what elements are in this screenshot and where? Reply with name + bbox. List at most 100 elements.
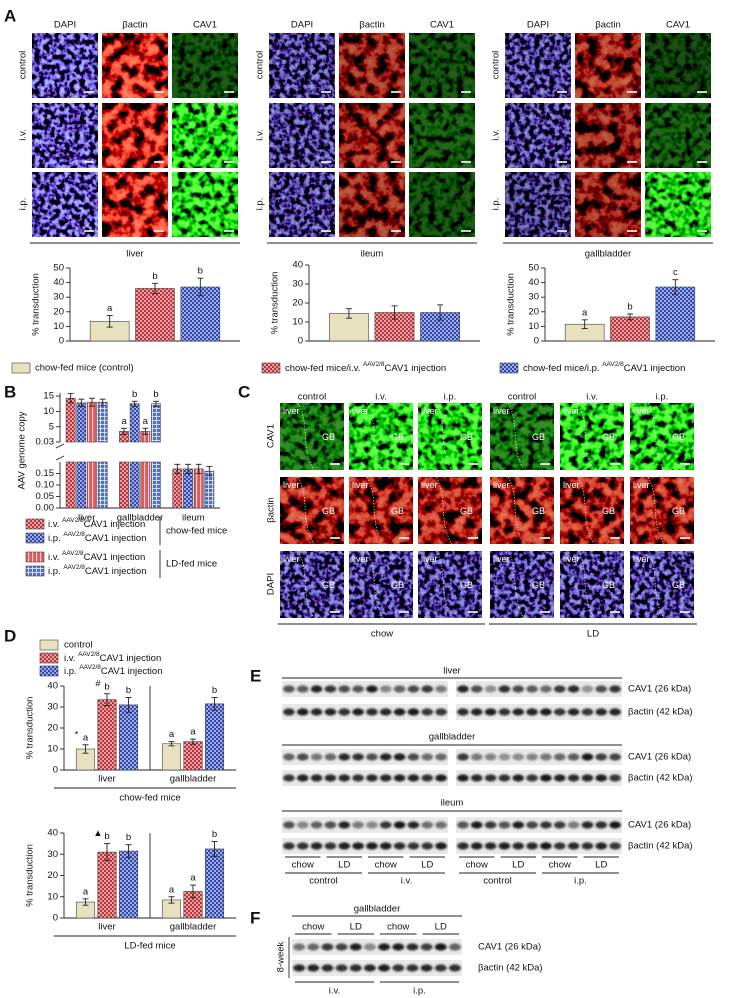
blot-band	[296, 821, 309, 829]
boundary	[507, 550, 525, 619]
blot-band	[310, 774, 323, 782]
legend-label-part: CAV1 injection	[85, 566, 147, 577]
blot-band	[349, 943, 362, 951]
blot-band	[526, 821, 538, 829]
blot-band	[526, 774, 538, 782]
blot-band	[553, 842, 566, 850]
significance-letter: a	[169, 884, 175, 895]
micrograph-signal	[339, 103, 405, 168]
blot-band	[407, 753, 420, 761]
blot-band	[484, 753, 497, 761]
y-tick-label: 0.03	[36, 437, 55, 448]
blot-band	[321, 943, 334, 951]
boundary	[366, 550, 384, 619]
y-axis-label: % transduction	[31, 273, 42, 336]
boundary	[507, 476, 525, 545]
y-tick-label: 30	[47, 702, 58, 713]
bar	[161, 743, 182, 771]
blot-band	[434, 964, 447, 972]
significance-letter: b	[212, 685, 217, 696]
tissue-label: GB	[672, 506, 685, 516]
blot-band	[338, 753, 351, 761]
micrograph-signal	[505, 172, 571, 237]
blot-band	[407, 821, 420, 829]
y-tick-label: 0	[59, 336, 64, 347]
legend-label: control	[64, 640, 93, 651]
legend-label: i.p. AAV2/8CAV1 injection	[48, 531, 146, 544]
significance-letter: a	[169, 729, 175, 740]
bar	[129, 403, 140, 443]
significance-letter: b	[153, 389, 158, 400]
significance-letter: a	[582, 307, 588, 318]
blot-band	[393, 821, 406, 829]
blot-band	[310, 821, 323, 829]
micrograph-signal	[349, 551, 413, 618]
blot-band	[609, 708, 621, 716]
treatment-label: i.v.	[329, 986, 340, 997]
bar	[140, 461, 151, 509]
blot-band	[609, 774, 621, 782]
axis-break	[55, 443, 65, 449]
micrograph-signal	[630, 403, 694, 470]
blot-band	[378, 964, 391, 972]
blot-band	[470, 821, 483, 829]
column-label: control	[508, 392, 537, 403]
channel-label: βactin	[359, 20, 385, 31]
condition-label: i.p.	[491, 198, 502, 211]
diet-label: LD	[338, 860, 350, 871]
legend-label-part: AAV2/8	[602, 361, 624, 368]
boundary	[297, 402, 315, 471]
blot-band	[595, 774, 608, 782]
blot-band	[378, 943, 391, 951]
blot-band	[567, 774, 580, 782]
blot-band	[366, 821, 378, 829]
tissue-label: GB	[532, 432, 545, 442]
blot-background	[456, 770, 622, 786]
significance-letter: b	[104, 681, 109, 692]
blot-background	[292, 939, 462, 955]
legend-label: i.p. AAV2/8CAV1 injection	[48, 564, 146, 577]
significance-letter: b	[627, 301, 632, 312]
blot-band	[526, 708, 538, 716]
significance-letter: a	[143, 416, 149, 427]
tissue-label: liver	[493, 480, 510, 490]
x-axis-label: LD-fed mice	[124, 941, 175, 952]
blot-band	[540, 708, 552, 716]
tissue-label: GB	[322, 580, 335, 590]
bar	[151, 461, 161, 509]
tissue-label: GB	[460, 432, 473, 442]
legend-label-part: CAV1 injection	[100, 653, 162, 664]
blot-band	[293, 964, 306, 972]
channel-label: CAV1	[666, 20, 690, 31]
panel-label: F	[250, 909, 260, 928]
blot-band	[352, 842, 364, 850]
blot-band	[379, 753, 392, 761]
micrograph-signal	[645, 33, 711, 98]
micrograph-signal	[172, 172, 238, 237]
legend-label-part: AAV2/8	[78, 651, 100, 658]
micrograph-signal	[418, 551, 482, 618]
boundary	[647, 476, 665, 545]
legend-label-part: AAV2/8	[63, 564, 85, 571]
x-tick-label: gallbladder	[117, 513, 163, 524]
blot-band	[512, 821, 525, 829]
boundary	[297, 550, 315, 619]
blot-band	[324, 774, 337, 782]
timepoint-label: 8-week	[276, 941, 287, 972]
legend-label-part: CAV1 injection	[385, 363, 447, 374]
blot-band	[338, 708, 351, 716]
tissue-label: liver	[493, 554, 510, 564]
column-label: control	[298, 392, 327, 403]
blot-band	[435, 685, 447, 693]
y-tick-label: 40	[47, 828, 58, 839]
treatment-label: i.p.	[413, 986, 426, 997]
blot-band	[321, 964, 334, 972]
y-tick-label: 50	[528, 263, 539, 274]
y-tick-label: 0.10	[36, 480, 55, 491]
bar	[183, 741, 203, 771]
micrograph-signal	[645, 172, 711, 237]
blot-band	[435, 753, 447, 761]
blot-band	[581, 708, 594, 716]
